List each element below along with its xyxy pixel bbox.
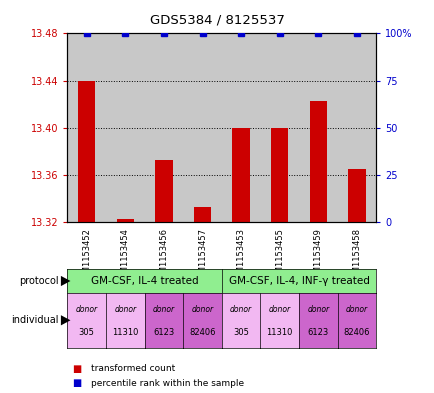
- Text: GDS5384 / 8125537: GDS5384 / 8125537: [150, 14, 284, 27]
- Bar: [348, 169, 365, 222]
- Text: protocol: protocol: [19, 276, 59, 286]
- Text: GM-CSF, IL-4 treated: GM-CSF, IL-4 treated: [91, 276, 198, 286]
- Text: ■: ■: [72, 378, 81, 388]
- Text: 6123: 6123: [153, 328, 174, 337]
- Text: ■: ■: [72, 364, 81, 374]
- Bar: [194, 207, 211, 222]
- Text: donor: donor: [230, 305, 252, 314]
- Text: 305: 305: [79, 328, 95, 337]
- Bar: [67, 33, 106, 222]
- Text: donor: donor: [152, 305, 174, 314]
- Text: donor: donor: [76, 305, 98, 314]
- Text: 6123: 6123: [307, 328, 328, 337]
- Text: donor: donor: [306, 305, 329, 314]
- Bar: [270, 128, 288, 222]
- Bar: [116, 219, 134, 222]
- Bar: [299, 33, 337, 222]
- Text: 11310: 11310: [112, 328, 138, 337]
- Text: donor: donor: [114, 305, 136, 314]
- Bar: [337, 33, 375, 222]
- Text: transformed count: transformed count: [91, 364, 175, 373]
- Text: donor: donor: [345, 305, 367, 314]
- Bar: [260, 33, 299, 222]
- Text: GM-CSF, IL-4, INF-γ treated: GM-CSF, IL-4, INF-γ treated: [228, 276, 368, 286]
- Bar: [155, 160, 172, 222]
- Text: 11310: 11310: [266, 328, 292, 337]
- Bar: [309, 101, 326, 222]
- Text: donor: donor: [268, 305, 290, 314]
- Bar: [78, 81, 95, 222]
- Bar: [144, 33, 183, 222]
- Bar: [221, 33, 260, 222]
- Text: 305: 305: [233, 328, 249, 337]
- Text: individual: individual: [11, 315, 59, 325]
- Bar: [232, 128, 249, 222]
- Text: percentile rank within the sample: percentile rank within the sample: [91, 379, 244, 387]
- Text: 82406: 82406: [343, 328, 369, 337]
- Bar: [183, 33, 221, 222]
- Text: 82406: 82406: [189, 328, 215, 337]
- Text: donor: donor: [191, 305, 213, 314]
- Bar: [106, 33, 144, 222]
